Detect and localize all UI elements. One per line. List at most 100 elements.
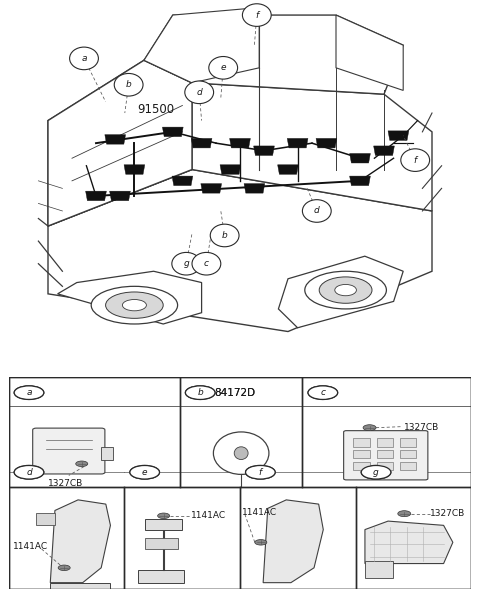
- Polygon shape: [278, 256, 403, 328]
- Polygon shape: [124, 165, 145, 174]
- Circle shape: [246, 465, 275, 479]
- Bar: [400, 462, 416, 470]
- Circle shape: [114, 74, 143, 96]
- Ellipse shape: [122, 300, 146, 311]
- Polygon shape: [105, 135, 126, 144]
- Bar: [138, 570, 184, 582]
- Text: d: d: [26, 468, 32, 477]
- Polygon shape: [373, 146, 395, 155]
- Text: c: c: [320, 388, 325, 397]
- Bar: [353, 438, 370, 447]
- Text: c: c: [204, 259, 209, 269]
- Circle shape: [185, 81, 214, 103]
- FancyBboxPatch shape: [33, 428, 105, 474]
- Bar: [353, 450, 370, 459]
- Text: 1327CB: 1327CB: [430, 509, 465, 518]
- Bar: [353, 462, 370, 470]
- Polygon shape: [349, 176, 371, 185]
- Circle shape: [192, 252, 221, 275]
- FancyBboxPatch shape: [344, 431, 428, 480]
- Text: f: f: [255, 11, 258, 20]
- Text: d: d: [196, 88, 202, 97]
- Polygon shape: [48, 60, 192, 226]
- Ellipse shape: [335, 285, 356, 296]
- Polygon shape: [48, 60, 192, 226]
- Ellipse shape: [319, 277, 372, 303]
- Ellipse shape: [305, 271, 386, 309]
- Circle shape: [14, 465, 44, 479]
- Circle shape: [130, 465, 159, 479]
- Circle shape: [401, 149, 430, 172]
- Circle shape: [70, 47, 98, 70]
- Text: 1141AC: 1141AC: [13, 542, 48, 551]
- Bar: [376, 438, 393, 447]
- Circle shape: [209, 57, 238, 79]
- Circle shape: [76, 461, 88, 466]
- Polygon shape: [244, 184, 265, 193]
- Polygon shape: [229, 138, 251, 148]
- Circle shape: [130, 465, 159, 479]
- Polygon shape: [172, 176, 193, 185]
- Ellipse shape: [214, 432, 269, 474]
- Polygon shape: [388, 131, 409, 141]
- Circle shape: [255, 539, 267, 545]
- Text: b: b: [197, 388, 203, 397]
- Bar: [145, 538, 178, 549]
- Polygon shape: [253, 146, 275, 155]
- Bar: [400, 438, 416, 447]
- Circle shape: [308, 386, 337, 399]
- Circle shape: [242, 4, 271, 26]
- Circle shape: [361, 465, 391, 479]
- Circle shape: [398, 511, 411, 517]
- Circle shape: [363, 425, 376, 431]
- Text: d: d: [26, 468, 32, 477]
- Text: f: f: [259, 468, 262, 477]
- Polygon shape: [365, 521, 453, 563]
- Text: 1327CB: 1327CB: [48, 478, 83, 487]
- Text: f: f: [259, 468, 262, 477]
- Polygon shape: [50, 582, 110, 589]
- Polygon shape: [201, 184, 222, 193]
- Text: e: e: [142, 468, 147, 477]
- Ellipse shape: [234, 447, 248, 459]
- Text: f: f: [414, 155, 417, 164]
- Polygon shape: [50, 500, 110, 582]
- Polygon shape: [85, 191, 107, 201]
- Polygon shape: [144, 8, 259, 83]
- Text: 84172D: 84172D: [215, 388, 255, 398]
- Polygon shape: [109, 191, 131, 201]
- Text: 1141AC: 1141AC: [242, 508, 277, 517]
- Bar: [36, 512, 55, 526]
- Text: b: b: [126, 80, 132, 89]
- Polygon shape: [48, 170, 432, 331]
- Text: g: g: [373, 468, 379, 477]
- Circle shape: [246, 465, 275, 479]
- Polygon shape: [191, 138, 212, 148]
- Bar: [376, 450, 393, 459]
- Text: a: a: [26, 388, 32, 397]
- Polygon shape: [277, 165, 299, 174]
- Text: e: e: [142, 468, 147, 477]
- Polygon shape: [349, 154, 371, 163]
- Circle shape: [14, 465, 44, 479]
- Text: 91500: 91500: [137, 103, 174, 116]
- Circle shape: [58, 565, 70, 570]
- Circle shape: [14, 386, 44, 399]
- Polygon shape: [144, 15, 403, 94]
- Polygon shape: [336, 15, 403, 90]
- Text: e: e: [220, 63, 226, 72]
- Text: a: a: [26, 388, 32, 397]
- Circle shape: [302, 200, 331, 222]
- Bar: [365, 562, 393, 578]
- Circle shape: [210, 224, 239, 247]
- Text: 1141AC: 1141AC: [192, 511, 227, 520]
- Circle shape: [172, 252, 201, 275]
- Text: b: b: [197, 388, 203, 397]
- Text: d: d: [314, 206, 320, 215]
- Bar: [145, 519, 182, 530]
- Ellipse shape: [91, 286, 178, 324]
- Circle shape: [157, 513, 169, 518]
- Polygon shape: [316, 138, 337, 148]
- Circle shape: [14, 386, 44, 399]
- Polygon shape: [192, 83, 432, 211]
